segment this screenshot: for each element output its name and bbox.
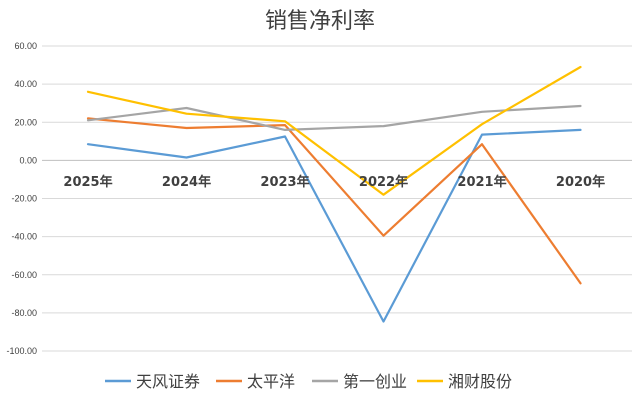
y-tick-label: -20.00 [11,194,37,204]
y-tick-label: 60.00 [14,41,37,51]
x-tick-label: 2023年 [260,174,309,190]
series-line-2 [86,117,582,285]
series-line-1 [86,128,582,323]
x-tick-label: 2025年 [63,174,112,190]
y-tick-label: -80.00 [11,308,37,318]
legend-label: 第一创业 [343,372,407,391]
legend-label: 太平洋 [247,372,295,391]
y-tick-label: 40.00 [14,79,37,89]
y-tick-label: -40.00 [11,232,37,242]
x-tick-label: 2022年 [359,174,408,190]
x-axis-ticks: 2025年 2024年 2023年 2022年 2021年 2020年 [63,174,605,190]
chart-title: 销售净利率 [265,9,375,34]
x-tick-label: 2020年 [556,174,605,190]
y-tick-label: -60.00 [11,270,37,280]
legend: 天风证券 太平洋 第一创业 湘财股份 [105,372,512,391]
x-tick-label: 2021年 [457,174,506,190]
gridlines [42,45,632,352]
y-tick-label: -100.00 [6,346,37,356]
y-axis-ticks: 60.00 40.00 20.00 0.00 -20.00 -40.00 -60.00 -80… [6,41,37,356]
y-tick-label: 20.00 [14,117,37,127]
x-tick-label: 2024年 [162,174,211,190]
legend-label: 天风证券 [136,372,200,391]
series-line-4 [86,65,582,196]
series-lines [86,65,582,323]
y-tick-label: 0.00 [19,155,37,165]
legend-label: 湘财股份 [448,372,512,391]
